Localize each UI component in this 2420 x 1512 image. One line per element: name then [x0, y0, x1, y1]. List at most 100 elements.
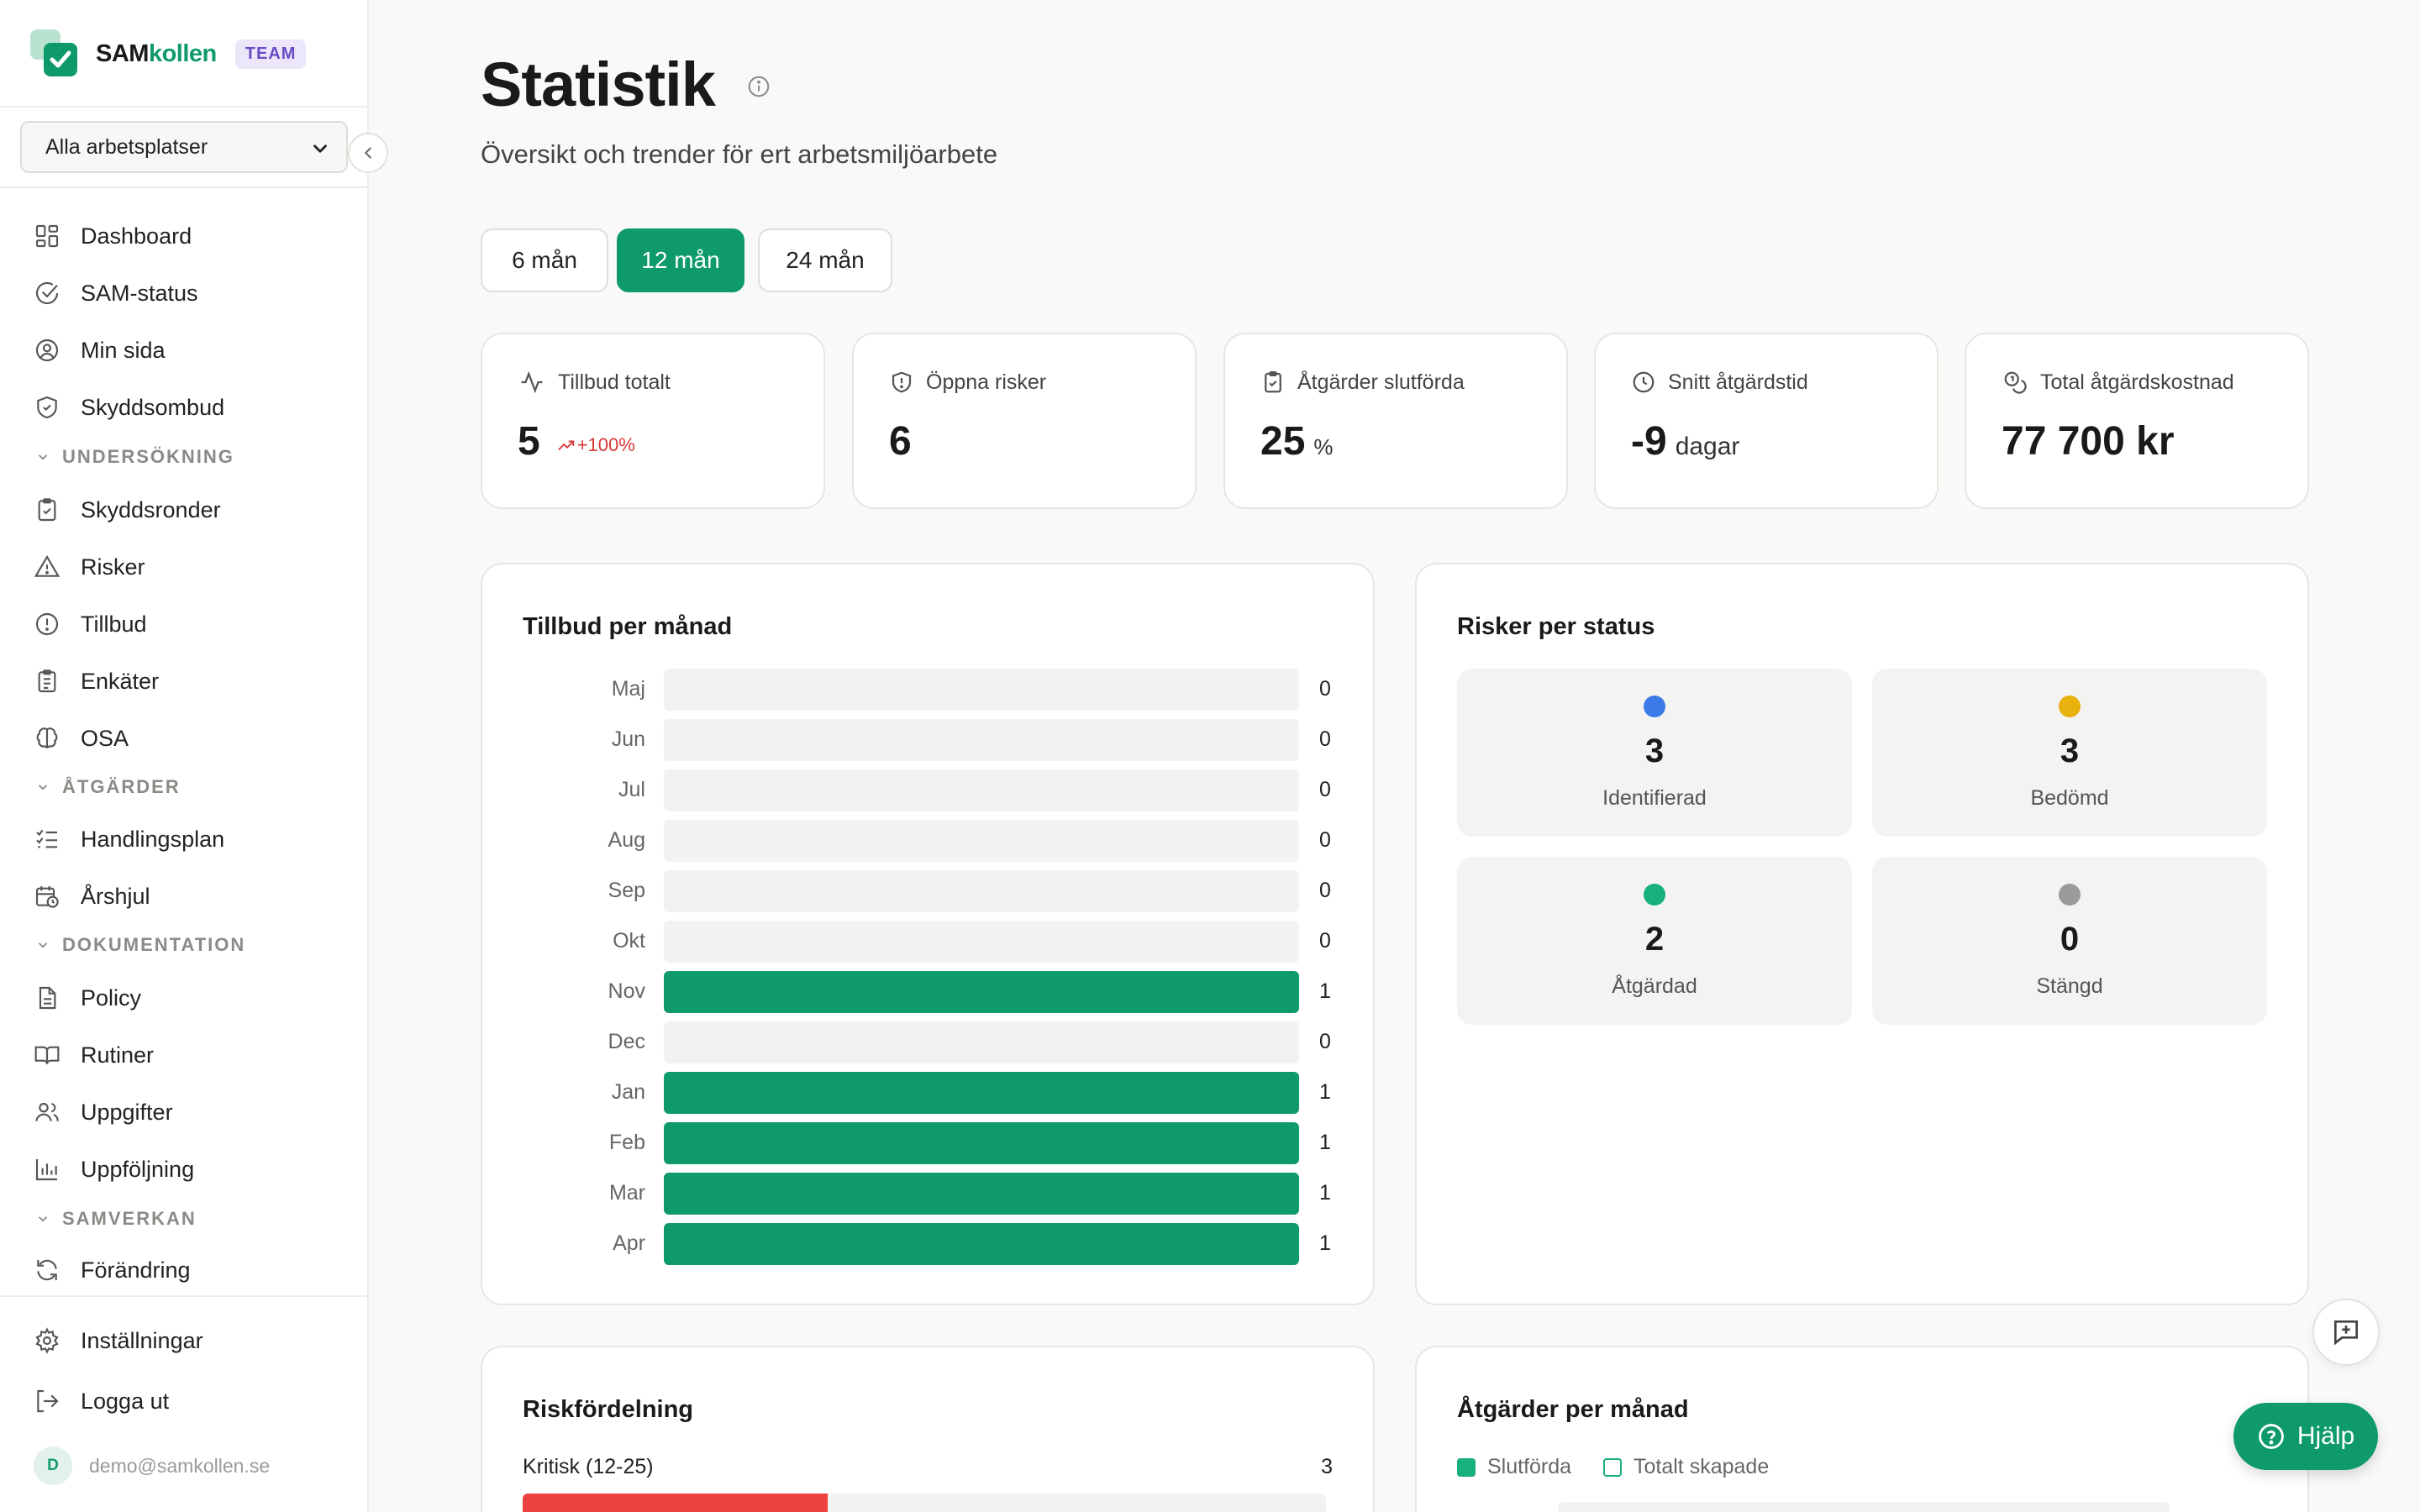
- sidebar-item-policy[interactable]: Policy: [32, 977, 141, 1019]
- chevron-left-icon: [359, 144, 377, 162]
- activity-icon: [518, 370, 546, 395]
- sidebar-item-min-sida[interactable]: Min sida: [32, 329, 166, 371]
- sidebar-item-label: Handlingsplan: [81, 826, 225, 852]
- collapse-sidebar-button[interactable]: [348, 133, 388, 173]
- bar[interactable]: [664, 971, 1299, 1013]
- sidebar-item-handlingsplan[interactable]: Handlingsplan: [32, 818, 224, 860]
- card-title: Tillbud per månad: [523, 613, 733, 640]
- bar[interactable]: [664, 1173, 1299, 1215]
- bar-row-feb: Feb 1: [523, 1122, 1413, 1164]
- sidebar-item-label: Logga ut: [81, 1388, 170, 1414]
- sidebar-item-skyddsronder[interactable]: Skyddsronder: [32, 489, 221, 531]
- sidebar-item-logga-ut[interactable]: Logga ut: [32, 1380, 169, 1422]
- bar-value-label: 0: [1319, 1030, 1331, 1053]
- bar-value-label: 0: [1319, 828, 1331, 852]
- sidebar-item-label: SAM-status: [81, 280, 198, 306]
- sidebar-item-label: Dashboard: [81, 223, 192, 249]
- sidebar-item-uppgifter[interactable]: Uppgifter: [32, 1091, 173, 1133]
- legend-item-slutforda: Slutförda: [1457, 1455, 1571, 1479]
- risker-per-status-card: Risker per status 3 Identifierad 3 Bedöm…: [1415, 563, 2309, 1305]
- kpi-card-snitt-atgardstid: Snitt åtgärdstid -9 dagar: [1594, 333, 1939, 509]
- period-6-months-button[interactable]: 6 mån: [481, 228, 608, 292]
- card-title: Risker per status: [1457, 613, 1655, 640]
- bar-value-label: 1: [1319, 1080, 1331, 1104]
- period-12-months-button[interactable]: 12 mån: [617, 228, 744, 292]
- alert-circle-icon: [32, 609, 62, 639]
- users-icon: [32, 1097, 62, 1127]
- page-title: Statistik: [481, 50, 716, 119]
- bar-track: [664, 1072, 1299, 1114]
- bar-value-label: 0: [1319, 879, 1331, 902]
- bar[interactable]: [664, 1223, 1299, 1265]
- user-account[interactable]: D demo@samkollen.se: [34, 1446, 270, 1485]
- brand[interactable]: SAMkollen TEAM: [30, 29, 307, 79]
- bar-category-label: Jan: [611, 1080, 645, 1104]
- period-24-months-button[interactable]: 24 mån: [758, 228, 892, 292]
- bar-value-label: 0: [1319, 929, 1331, 953]
- sidebar-item-dashboard[interactable]: Dashboard: [32, 215, 192, 257]
- bar-row-maj: Maj 0: [523, 669, 1413, 711]
- message-plus-icon: [2330, 1316, 2362, 1348]
- bar-track: [664, 971, 1299, 1013]
- sidebar-item-enkater[interactable]: Enkäter: [32, 660, 159, 702]
- workplace-select[interactable]: Alla arbetsplatser: [20, 121, 348, 173]
- status-tile-bedomd[interactable]: 3 Bedömd: [1872, 669, 2267, 837]
- risk-level-bar-fill: [523, 1494, 829, 1512]
- sidebar-item-forandring[interactable]: Förändring: [32, 1249, 191, 1291]
- info-icon[interactable]: [746, 74, 771, 99]
- status-count: 0: [2060, 921, 2080, 958]
- section-toggle-undersokning[interactable]: UNDERSÖKNING: [35, 443, 234, 471]
- sidebar-item-sam-status[interactable]: SAM-status: [32, 272, 198, 314]
- kpi-trend-value: +100%: [576, 434, 635, 455]
- kpi-label: Öppna risker: [926, 370, 1047, 394]
- chevron-down-icon: [35, 449, 50, 465]
- section-label: UNDERSÖKNING: [62, 446, 234, 467]
- sidebar-item-installningar[interactable]: Inställningar: [32, 1320, 203, 1362]
- status-tile-identifierad[interactable]: 3 Identifierad: [1457, 669, 1852, 837]
- sidebar-item-arshjul[interactable]: Årshjul: [32, 875, 150, 917]
- bar-category-label: Apr: [613, 1231, 645, 1255]
- chevron-down-icon: [35, 780, 50, 795]
- shield-check-icon: [32, 392, 62, 423]
- refresh-icon: [32, 1255, 62, 1285]
- sidebar-item-osa[interactable]: OSA: [32, 717, 129, 759]
- list-checks-icon: [32, 824, 62, 854]
- brain-icon: [32, 723, 62, 753]
- help-button[interactable]: Hjälp: [2233, 1403, 2378, 1470]
- status-tile-atgardad[interactable]: 2 Åtgärdad: [1457, 857, 1852, 1025]
- bar[interactable]: [664, 1072, 1299, 1114]
- bar-track: [664, 820, 1299, 862]
- sidebar-item-label: Enkäter: [81, 668, 160, 694]
- sidebar-item-rutiner[interactable]: Rutiner: [32, 1034, 154, 1076]
- workplace-select-value: Alla arbetsplatser: [45, 134, 208, 159]
- clipboard-check-icon: [32, 495, 62, 525]
- sidebar-item-label: Min sida: [81, 337, 166, 363]
- bar-category-label: Nov: [608, 979, 645, 1003]
- section-toggle-dokumentation[interactable]: DOKUMENTATION: [35, 931, 245, 959]
- bar-track: [664, 1173, 1299, 1215]
- sidebar-item-label: Tillbud: [81, 611, 147, 637]
- bar-category-label: Jun: [611, 727, 645, 751]
- kpi-card-atgarder-slutforda: Åtgärder slutförda 25 %: [1223, 333, 1568, 509]
- bar-category-label: Mar: [608, 1181, 645, 1205]
- legend-swatch: [1603, 1457, 1622, 1477]
- sidebar-item-tillbud[interactable]: Tillbud: [32, 603, 147, 645]
- bar-track: [664, 870, 1299, 912]
- bar-row-jan: Jan 1: [523, 1072, 1413, 1114]
- bar-category-label: Dec: [608, 1030, 645, 1053]
- section-toggle-samverkan[interactable]: SAMVERKAN: [35, 1205, 197, 1233]
- sidebar-divider: [0, 106, 367, 108]
- section-toggle-atgarder[interactable]: ÅTGÄRDER: [35, 773, 181, 801]
- status-count: 3: [1644, 732, 1665, 769]
- chart-area: [1558, 1502, 2170, 1512]
- bar-category-label: Jul: [618, 778, 645, 801]
- clipboard-check-icon: [1260, 370, 1286, 395]
- bar[interactable]: [664, 1122, 1299, 1164]
- check-circle-icon: [32, 278, 62, 308]
- sidebar-item-skyddsombud[interactable]: Skyddsombud: [32, 386, 224, 428]
- sidebar-item-risker[interactable]: Risker: [32, 546, 145, 588]
- bar-value-label: 1: [1319, 979, 1331, 1003]
- feedback-button[interactable]: [2312, 1299, 2380, 1366]
- status-tile-stangd[interactable]: 0 Stängd: [1872, 857, 2267, 1025]
- sidebar-item-uppfoljning[interactable]: Uppföljning: [32, 1148, 194, 1190]
